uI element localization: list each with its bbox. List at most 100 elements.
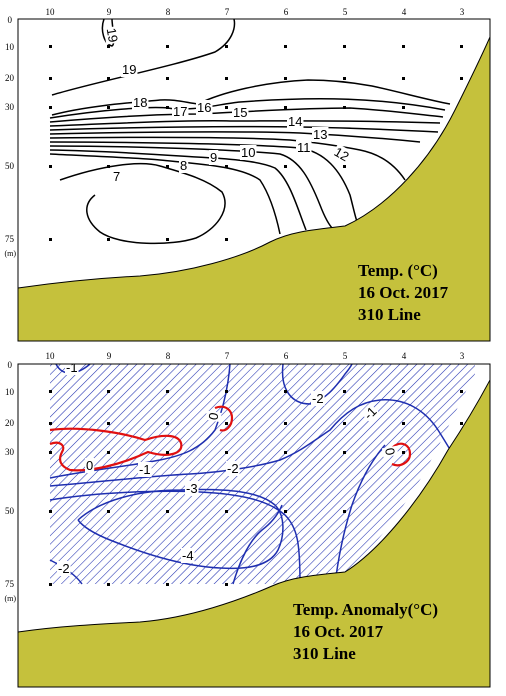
isotherm-8 (49, 153, 281, 235)
sample-points-top (49, 45, 463, 241)
station-label: 9 (107, 7, 112, 17)
station-label: 6 (284, 351, 289, 361)
contour-label: -1 (66, 360, 78, 375)
contour-label: -1 (139, 462, 151, 477)
zero-anomaly-contour (214, 405, 234, 432)
station-label: 6 (284, 7, 289, 17)
anomaly-contour (49, 399, 471, 487)
depth-label: 30 (5, 102, 15, 112)
label-backing (103, 25, 122, 45)
contour-label: 18 (133, 95, 147, 110)
label-backing (381, 445, 399, 458)
station-label: 8 (166, 351, 171, 361)
title-line: 16 Oct. 2017 (358, 283, 449, 302)
contour-label: 12 (332, 144, 352, 164)
anomaly-contour (49, 490, 301, 585)
title-line: 16 Oct. 2017 (293, 622, 384, 641)
isotherm-19 (51, 19, 236, 96)
station-label: 5 (343, 7, 348, 17)
contour-label: 19 (122, 62, 136, 77)
station-label: 8 (166, 7, 171, 17)
isotherm-16 (49, 107, 444, 123)
depth-label: 50 (5, 161, 15, 171)
station-label: 3 (460, 7, 465, 17)
contour-label: 7 (113, 169, 120, 184)
label-backing (179, 158, 189, 173)
station-label: 4 (402, 7, 407, 17)
depth-axis-bottom: 0 10 20 30 50 75 (m) (4, 360, 16, 603)
seafloor-land (18, 379, 490, 687)
anomaly-labels: -1 -2 0 -1 0 -1 -2 -3 -4 -2 0 (57, 360, 399, 576)
label-backing (240, 145, 257, 160)
depth-label: 0 (8, 15, 13, 25)
isotherm-12 (49, 136, 406, 181)
label-backing (296, 140, 312, 155)
title-line: Temp. Anomaly(°C) (293, 600, 438, 619)
contour-label: -2 (312, 391, 324, 406)
depth-label: 75 (5, 579, 15, 589)
label-backing (205, 410, 222, 423)
depth-label: 50 (5, 506, 15, 516)
label-backing (196, 100, 213, 115)
depth-label: 30 (5, 447, 15, 457)
isotherm-15 (49, 120, 441, 127)
sample-points-bottom (49, 390, 463, 586)
station-label: 7 (225, 7, 230, 17)
label-backing (132, 95, 149, 110)
isotherm-11 (49, 141, 361, 229)
contour-label: 13 (313, 127, 327, 142)
depth-label: 10 (5, 42, 15, 52)
contour-label: 0 (205, 411, 221, 421)
station-label: 7 (225, 351, 230, 361)
contour-label: 17 (173, 104, 187, 119)
station-label: 10 (46, 351, 56, 361)
label-backing (209, 150, 219, 165)
contour-label: 16 (197, 100, 211, 115)
depth-label: 0 (8, 360, 13, 370)
depth-label: 20 (5, 73, 15, 83)
station-label: 4 (402, 351, 407, 361)
contour-label: -3 (186, 481, 198, 496)
contour-label: 0 (86, 458, 93, 473)
station-label: 10 (46, 7, 56, 17)
contour-label: 19 (104, 27, 121, 44)
label-backing (312, 127, 329, 142)
anomaly-negative-lines (49, 364, 471, 585)
contour-label: 11 (297, 140, 311, 155)
temperature-anomaly-panel: -1 -2 0 -1 0 -1 -2 -3 -4 -2 0 10 9 8 7 6 (4, 351, 491, 688)
title-line: 310 Line (358, 305, 421, 324)
depth-label: 10 (5, 387, 15, 397)
label-backing (330, 143, 353, 165)
isotherm-9 (49, 149, 307, 231)
label-backing (85, 458, 95, 473)
label-backing (287, 114, 304, 129)
label-backing (360, 402, 381, 424)
contour-label: 14 (288, 114, 302, 129)
zero-anomaly-contour (391, 442, 412, 467)
anomaly-title: Temp. Anomaly(°C) 16 Oct. 2017 310 Line (293, 600, 438, 663)
temperature-title: Temp. (°C) 16 Oct. 2017 310 Line (358, 261, 449, 324)
anomaly-zero-lines (49, 405, 412, 472)
label-backing (232, 105, 249, 120)
label-backing (121, 62, 138, 77)
contour-label: 9 (210, 150, 217, 165)
title-line: 310 Line (293, 644, 356, 663)
anomaly-contour (77, 488, 284, 570)
anomaly-contour (232, 504, 283, 585)
anomaly-contour (281, 364, 353, 405)
depth-unit: (m) (4, 594, 16, 603)
label-backing (112, 169, 122, 184)
isotherm-13 (49, 131, 421, 143)
label-backing (138, 462, 152, 477)
anomaly-contour (49, 364, 231, 479)
label-backing (57, 561, 71, 576)
station-label: 5 (343, 351, 348, 361)
station-label: 3 (460, 351, 465, 361)
label-backing (172, 104, 189, 119)
contour-label: 10 (241, 145, 255, 160)
station-axis-bottom: 10 9 8 7 6 5 4 3 (46, 351, 465, 361)
label-backing (311, 391, 325, 406)
isotherm-17 (49, 97, 446, 119)
depth-axis-top: 0 10 20 30 50 75 (m) (4, 15, 16, 258)
